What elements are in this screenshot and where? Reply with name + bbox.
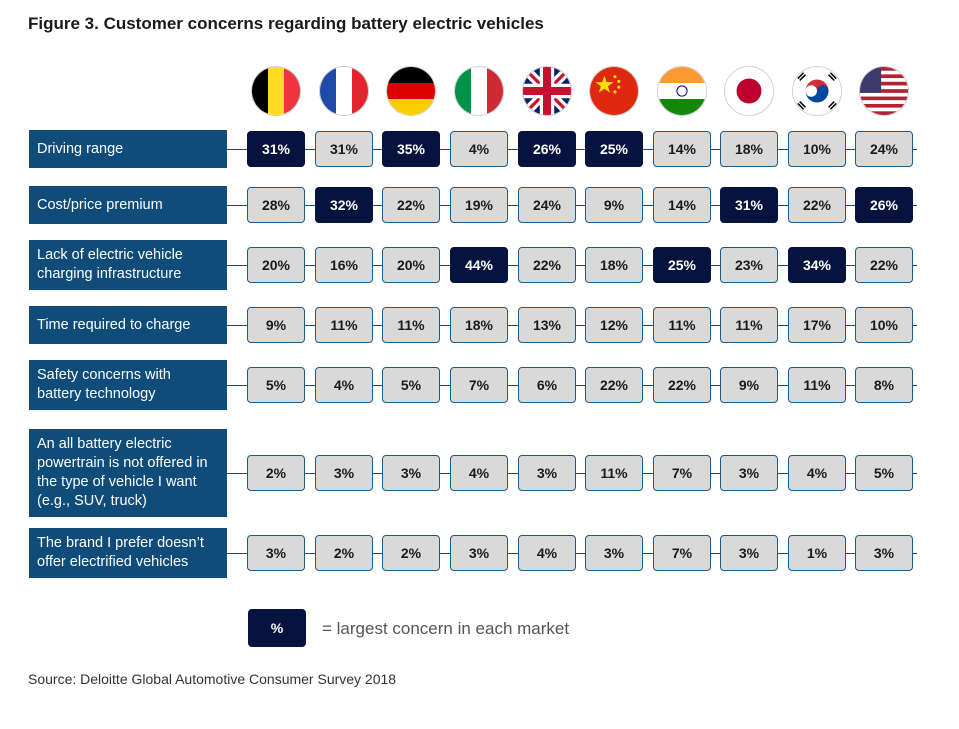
value-cell: 6% (518, 367, 576, 403)
value-cell: 10% (788, 131, 846, 167)
value-cell: 23% (720, 247, 778, 283)
value-cell: 3% (855, 535, 913, 571)
value-cell: 7% (653, 455, 711, 491)
value-cell: 9% (585, 187, 643, 223)
japan-flag-icon (724, 66, 774, 116)
value-cell: 3% (518, 455, 576, 491)
source-note: Source: Deloitte Global Automotive Consu… (28, 671, 397, 687)
value-cell: 3% (315, 455, 373, 491)
value-cell: 4% (450, 455, 508, 491)
value-cell: 19% (450, 187, 508, 223)
value-cell: 3% (247, 535, 305, 571)
value-cell: 8% (855, 367, 913, 403)
value-cell: 2% (382, 535, 440, 571)
value-cell: 11% (653, 307, 711, 343)
france-flag-icon (319, 66, 369, 116)
uk-flag-icon (522, 66, 572, 116)
china-flag-icon (589, 66, 639, 116)
value-cell: 3% (720, 535, 778, 571)
value-cell: 18% (450, 307, 508, 343)
value-cell: 28% (247, 187, 305, 223)
value-cell: 22% (855, 247, 913, 283)
germany-flag-icon (386, 66, 436, 116)
value-cell: 26% (855, 187, 913, 223)
value-cell: 35% (382, 131, 440, 167)
value-cell: 2% (315, 535, 373, 571)
value-cell: 11% (315, 307, 373, 343)
value-cell: 9% (247, 307, 305, 343)
value-cell: 14% (653, 131, 711, 167)
value-cell: 14% (653, 187, 711, 223)
value-cell: 1% (788, 535, 846, 571)
value-cell: 22% (518, 247, 576, 283)
usa-flag-icon (859, 66, 909, 116)
chart-title: Figure 3. Customer concerns regarding ba… (28, 14, 544, 33)
value-cell: 17% (788, 307, 846, 343)
value-cell: 11% (382, 307, 440, 343)
value-cell: 11% (788, 367, 846, 403)
value-cell: 34% (788, 247, 846, 283)
value-cell: 3% (720, 455, 778, 491)
value-cell: 24% (518, 187, 576, 223)
value-cell: 12% (585, 307, 643, 343)
value-cell: 5% (382, 367, 440, 403)
row-label: Cost/price premium (29, 186, 227, 224)
value-cell: 13% (518, 307, 576, 343)
value-cell: 4% (518, 535, 576, 571)
row-label: An all battery electric powertrain is no… (29, 429, 227, 517)
value-cell: 5% (855, 455, 913, 491)
value-cell: 4% (315, 367, 373, 403)
legend-text: = largest concern in each market (322, 619, 570, 638)
value-cell: 3% (450, 535, 508, 571)
india-flag-icon (657, 66, 707, 116)
value-cell: 7% (653, 535, 711, 571)
row-label: Lack of electric vehicle charging infras… (29, 240, 227, 290)
value-cell: 11% (585, 455, 643, 491)
value-cell: 4% (788, 455, 846, 491)
value-cell: 31% (247, 131, 305, 167)
value-cell: 2% (247, 455, 305, 491)
value-cell: 20% (382, 247, 440, 283)
value-cell: 22% (653, 367, 711, 403)
south-korea-flag-icon (792, 66, 842, 116)
row-label: The brand I prefer doesn’t offer electri… (29, 528, 227, 578)
value-cell: 32% (315, 187, 373, 223)
value-cell: 18% (585, 247, 643, 283)
value-cell: 31% (315, 131, 373, 167)
value-cell: 26% (518, 131, 576, 167)
value-cell: 31% (720, 187, 778, 223)
value-cell: 7% (450, 367, 508, 403)
value-cell: 22% (585, 367, 643, 403)
value-cell: 25% (653, 247, 711, 283)
value-cell: 3% (585, 535, 643, 571)
value-cell: 24% (855, 131, 913, 167)
legend-swatch: % (248, 609, 306, 647)
value-cell: 22% (788, 187, 846, 223)
value-cell: 5% (247, 367, 305, 403)
value-cell: 11% (720, 307, 778, 343)
row-label: Safety concerns with battery technology (29, 360, 227, 410)
value-cell: 44% (450, 247, 508, 283)
value-cell: 3% (382, 455, 440, 491)
value-cell: 18% (720, 131, 778, 167)
value-cell: 22% (382, 187, 440, 223)
value-cell: 4% (450, 131, 508, 167)
italy-flag-icon (454, 66, 504, 116)
value-cell: 9% (720, 367, 778, 403)
value-cell: 25% (585, 131, 643, 167)
value-cell: 10% (855, 307, 913, 343)
row-label: Driving range (29, 130, 227, 168)
row-label: Time required to charge (29, 306, 227, 344)
belgium-flag-icon (251, 66, 301, 116)
value-cell: 16% (315, 247, 373, 283)
value-cell: 20% (247, 247, 305, 283)
